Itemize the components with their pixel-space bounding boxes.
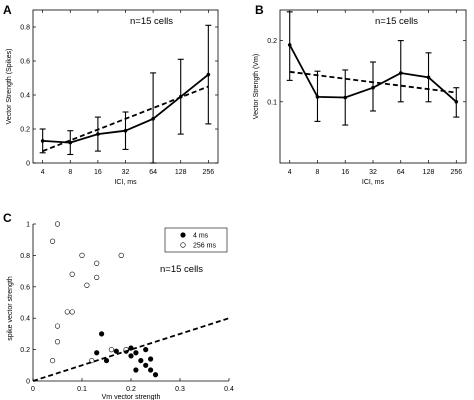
- y-tick-label: 0.8: [20, 25, 30, 32]
- point-256ms: [94, 260, 100, 266]
- x-axis-label: ICI, ms: [114, 179, 137, 186]
- x-tick-label: 128: [423, 169, 435, 176]
- x-tick-label: 32: [122, 169, 130, 176]
- x-tick-label: 8: [316, 169, 320, 176]
- data-point: [343, 95, 348, 100]
- x-tick-label: 4: [288, 169, 292, 176]
- point-4ms: [143, 347, 149, 353]
- point-4ms: [98, 331, 105, 337]
- x-tick-label: 256: [202, 169, 214, 176]
- x-tick-label: 0.2: [126, 386, 136, 393]
- point-4ms: [113, 348, 119, 354]
- x-tick-label: 16: [94, 169, 102, 176]
- data-point: [40, 139, 45, 143]
- data-point: [287, 43, 292, 47]
- y-tick-label: 0.1: [267, 99, 277, 106]
- x-tick-label: 16: [341, 169, 349, 176]
- panel-letter: A: [3, 3, 12, 17]
- point-256ms: [54, 339, 61, 345]
- data-point: [206, 72, 211, 77]
- y-tick-label: 0.4: [20, 93, 30, 100]
- point-4ms: [143, 362, 149, 368]
- point-256ms: [54, 323, 61, 329]
- point-256ms: [118, 252, 124, 258]
- y-tick-label: 0.6: [20, 59, 30, 66]
- x-tick-label: 4: [41, 169, 45, 176]
- y-tick-label: 0.6: [20, 284, 30, 291]
- x-tick-label: 8: [68, 169, 72, 176]
- panel-c: 0 0.1 0.2 0.3 0.4 0 0.2 0.4 0.6 0.8 1 Vm vector str…: [3, 211, 234, 400]
- x-axis-label: Vm vector strength: [102, 394, 161, 400]
- x-tick-label: 128: [175, 169, 187, 176]
- point-4ms: [152, 372, 159, 378]
- point-4ms: [138, 357, 144, 364]
- point-4ms: [148, 356, 154, 362]
- dashed-fit-line: [42, 85, 209, 152]
- point-256ms: [79, 252, 85, 258]
- y-tick-label: 0.8: [20, 253, 30, 260]
- legend-marker-256ms: [180, 242, 186, 248]
- y-tick-label: 1: [26, 222, 30, 229]
- y-axis-label: Vector Strength (Spikes): [6, 49, 13, 125]
- point-256ms: [94, 274, 100, 280]
- data-point: [398, 71, 403, 75]
- cell-count-annotation: n=15 cells: [160, 264, 203, 275]
- point-256ms: [69, 271, 75, 277]
- legend-box: [164, 227, 228, 253]
- point-256ms: [49, 238, 56, 244]
- point-256ms: [54, 221, 61, 227]
- y-axis-label: spike vector strength: [7, 276, 14, 341]
- panel-letter: B: [255, 3, 264, 17]
- y-axis-label: Vector Strength (Vm): [253, 54, 260, 119]
- point-4ms: [133, 350, 139, 356]
- x-tick-label: 0.4: [224, 386, 234, 393]
- y-tick-label: 0.2: [20, 127, 30, 134]
- x-tick-label: 64: [397, 169, 405, 176]
- data-point: [315, 95, 320, 99]
- y-tick-label: 0.2: [267, 38, 277, 45]
- point-4ms: [128, 353, 134, 359]
- point-4ms: [133, 367, 139, 373]
- x-tick-label: 0: [31, 386, 35, 393]
- data-point: [371, 85, 375, 90]
- point-4ms: [103, 357, 110, 364]
- point-256ms: [64, 309, 70, 315]
- x-tick-label: 0.1: [77, 386, 87, 393]
- point-256ms: [108, 347, 114, 353]
- x-tick-label: 64: [149, 169, 157, 176]
- panel-b: 4 8 16 32 64 128 256 0.1 0.2 ICI, ms Vector Streng…: [253, 3, 467, 186]
- data-point: [68, 140, 73, 145]
- x-tick-label: 32: [369, 169, 377, 176]
- legend-marker-4ms: [180, 232, 186, 238]
- legend-label: 4 ms: [193, 233, 209, 240]
- legend-label: 256 ms: [193, 243, 216, 250]
- point-256ms: [49, 357, 56, 364]
- cell-count-annotation: n=15 cells: [130, 16, 173, 27]
- x-tick-label: 256: [450, 169, 462, 176]
- y-tick-label: 0: [26, 379, 30, 386]
- data-point: [96, 132, 100, 136]
- point-256ms: [84, 282, 90, 288]
- data-point: [454, 100, 459, 104]
- y-tick-label: 0: [26, 161, 30, 168]
- cell-count-annotation: n=15 cells: [375, 16, 418, 27]
- point-256ms: [69, 309, 75, 315]
- unity-line: [32, 317, 230, 382]
- data-point: [123, 128, 128, 133]
- point-4ms: [94, 350, 100, 356]
- y-tick-label: 0.2: [20, 347, 30, 354]
- point-4ms: [148, 367, 154, 373]
- x-tick-label: 0.3: [175, 386, 185, 393]
- data-point: [151, 117, 155, 121]
- dashed-fit-line: [289, 70, 457, 94]
- x-axis-label: ICI, ms: [362, 179, 385, 186]
- panel-letter: C: [3, 211, 12, 225]
- panel-a: 4 8 16 32 64 128 256 0 0.2 0.4 0.6 0.8 ICI, ms Vector…: [3, 3, 219, 186]
- data-point: [426, 75, 431, 80]
- y-tick-label: 0.4: [20, 316, 30, 323]
